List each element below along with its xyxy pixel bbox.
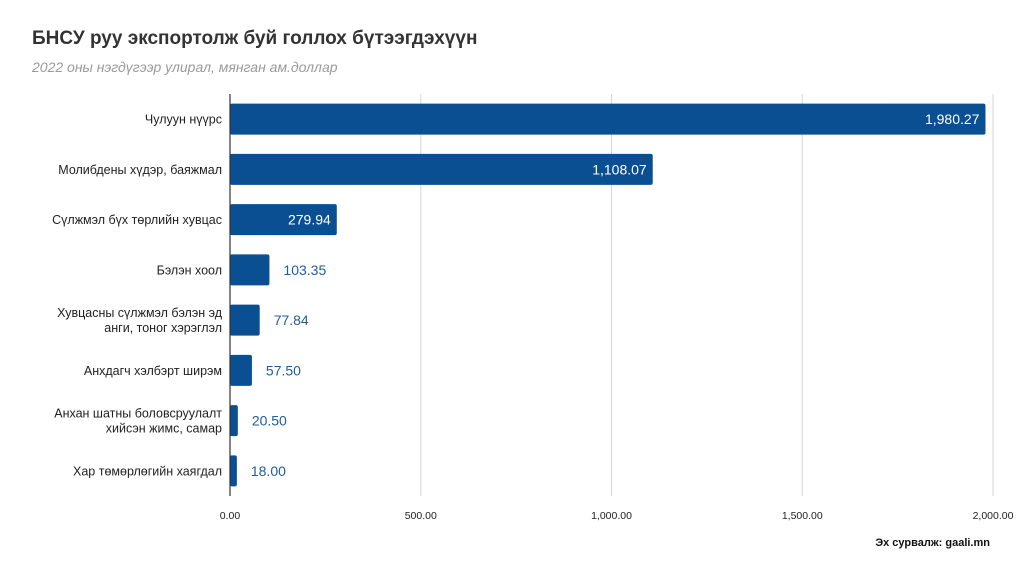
bar <box>230 204 337 236</box>
chart-subtitle: 2022 оны нэгдүгээр улирал, мянган ам.дол… <box>32 59 338 75</box>
data-label: 57.50 <box>266 362 301 378</box>
category-label: Молибдены хүдэр, баяжмал <box>58 163 222 177</box>
x-tick-label: 0.00 <box>220 510 241 522</box>
bar <box>230 354 252 386</box>
x-tick-label: 1,000.00 <box>591 510 632 522</box>
category-label: Хувцасны сүлжмэл бэлэн эд <box>57 306 223 320</box>
bar <box>230 455 237 487</box>
category-label: Чулуун нүүрс <box>145 113 222 127</box>
chart-title: БНСУ руу экспортолж буй голлох бүтээгдэх… <box>32 28 478 49</box>
x-tick-label: 1,500.00 <box>782 510 823 522</box>
category-label: Анхдагч хэлбэрт ширэм <box>84 364 222 378</box>
data-label: 1,980.27 <box>925 111 980 127</box>
x-tick-label: 500.00 <box>405 510 437 522</box>
bar <box>230 153 653 185</box>
data-label: 18.00 <box>251 463 286 479</box>
category-label: Хар төмөрлөгийн хаягдал <box>73 464 222 478</box>
data-label: 279.94 <box>288 212 331 228</box>
data-label: 103.35 <box>283 262 326 278</box>
source-note: Эх сурвалж: gaali.mn <box>875 537 990 549</box>
category-label: хийсэн жимс, самар <box>106 422 222 436</box>
data-label: 77.84 <box>274 312 309 328</box>
category-label: Анхан шатны боловсруулалт <box>54 407 222 421</box>
bar <box>230 103 986 135</box>
bar <box>230 254 270 286</box>
category-label: Бэлэн хоол <box>157 263 222 277</box>
bar <box>230 405 238 437</box>
data-label: 20.50 <box>252 413 287 429</box>
category-label: анги, тоног хэрэглэл <box>104 321 222 335</box>
category-label: Сүлжмэл бүх төрлийн хувцас <box>52 213 222 227</box>
bar <box>230 304 260 336</box>
data-label: 1,108.07 <box>592 161 647 177</box>
x-tick-label: 2,000.00 <box>973 510 1014 522</box>
